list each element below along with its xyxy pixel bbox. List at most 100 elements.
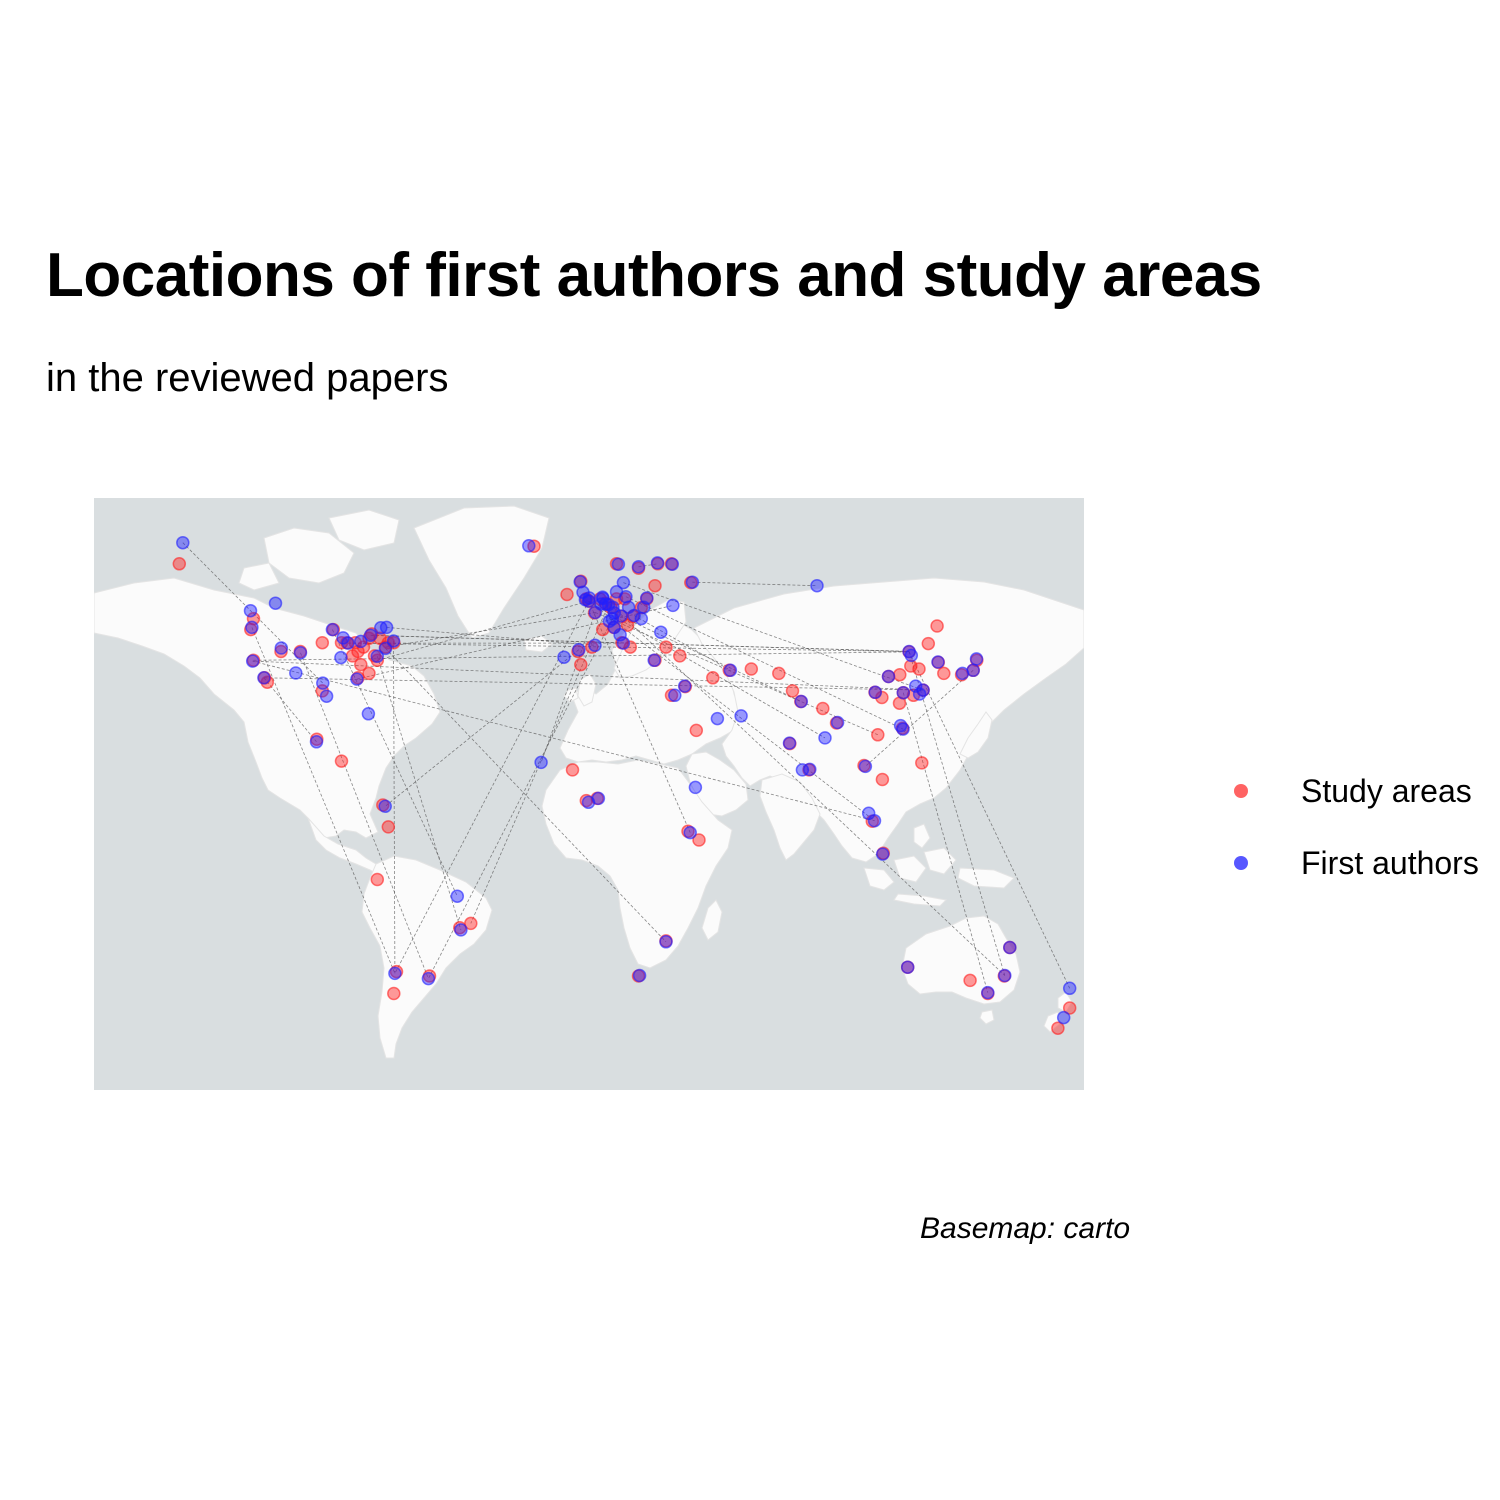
link-line	[182, 542, 324, 684]
land-asia	[693, 577, 1084, 863]
first-author-point	[576, 585, 590, 600]
study-area-point	[785, 684, 800, 698]
link-line	[384, 649, 580, 807]
first-author-point	[723, 663, 738, 678]
link-line	[638, 563, 658, 568]
study-area-point	[464, 916, 478, 931]
land-africa	[541, 759, 733, 969]
study-area-point	[871, 728, 885, 742]
study-area-point	[904, 659, 918, 673]
link-line	[908, 651, 1071, 989]
first-author-point	[607, 620, 622, 635]
first-author-point	[522, 539, 536, 553]
first-author-point	[734, 709, 748, 723]
first-author-point	[616, 575, 631, 590]
study-area-point	[370, 872, 385, 887]
study-area-point	[620, 618, 635, 632]
first-author-point	[710, 711, 725, 726]
land-arctic-islands	[238, 509, 400, 591]
legend-study-dot	[1235, 785, 1247, 797]
page-title: Locations of first authors and study are…	[46, 241, 1262, 310]
first-author-point	[795, 763, 810, 777]
link-line	[865, 670, 974, 767]
first-author-point	[334, 650, 348, 665]
first-author-point	[896, 685, 911, 700]
first-author-point	[900, 960, 915, 974]
first-author-point	[386, 634, 401, 648]
first-author-point	[245, 654, 260, 668]
first-author-point	[794, 694, 809, 709]
first-author-point	[782, 736, 797, 750]
study-area-point	[930, 619, 944, 633]
link-line	[385, 648, 667, 943]
first-author-point	[665, 557, 680, 571]
first-author-point	[631, 560, 646, 574]
basemap-caption: Basemap: carto	[920, 1212, 1131, 1245]
link-line	[625, 596, 904, 730]
study-area-point	[334, 754, 349, 768]
study-area-point	[659, 640, 673, 654]
first-author-point	[572, 642, 586, 657]
study-area-point	[1062, 1001, 1077, 1015]
first-author-point	[830, 715, 845, 730]
study-area-point	[744, 662, 759, 676]
link-line	[385, 612, 596, 648]
first-author-point	[634, 611, 649, 626]
first-author-point	[818, 731, 832, 745]
first-author-point	[908, 679, 923, 693]
link-line	[300, 652, 429, 979]
land-greenland	[413, 505, 550, 639]
link-line	[623, 582, 924, 691]
link-line	[470, 604, 609, 924]
first-author-point	[875, 847, 890, 861]
link-line	[588, 600, 802, 702]
link-line	[908, 651, 1006, 976]
land-australia	[901, 915, 1021, 1005]
first-author-point	[955, 666, 970, 681]
first-author-point	[659, 935, 673, 949]
first-author-point	[677, 679, 692, 693]
study-area-point	[937, 666, 951, 681]
world-map	[94, 498, 1084, 1090]
link-line	[376, 656, 462, 931]
first-author-point	[316, 676, 330, 690]
first-author-point	[904, 648, 919, 663]
study-area-point	[893, 667, 907, 682]
first-author-point	[450, 889, 465, 903]
first-author-point	[668, 688, 682, 703]
first-author-point	[268, 596, 283, 610]
land-india	[759, 773, 821, 861]
first-author-point	[1062, 981, 1077, 996]
first-author-point	[421, 971, 436, 986]
land-japan	[959, 711, 993, 759]
first-author-point	[868, 685, 883, 700]
link-line	[263, 677, 317, 743]
land-tasmania	[979, 1009, 995, 1025]
study-area-point	[172, 557, 187, 571]
link-line	[633, 615, 731, 671]
study-area-point	[689, 723, 704, 738]
land-new-zealand	[1043, 991, 1073, 1033]
first-author-point	[931, 655, 945, 669]
first-author-point	[632, 968, 647, 983]
first-author-point	[336, 631, 350, 645]
first-author-point	[454, 923, 468, 937]
location-points	[172, 535, 1077, 1035]
link-line	[377, 600, 589, 661]
first-author-point	[685, 575, 700, 589]
first-author-point	[893, 718, 908, 733]
first-author-point	[861, 806, 876, 821]
study-area-point	[875, 772, 890, 787]
study-area-point	[381, 820, 396, 834]
first-author-point	[379, 620, 394, 635]
study-area-point	[706, 671, 720, 685]
first-author-point	[257, 671, 271, 685]
first-author-point	[683, 825, 697, 840]
link-line	[393, 640, 396, 974]
page-subtitle: in the reviewed papers	[46, 356, 449, 400]
study-area-point	[772, 666, 786, 681]
first-author-point	[274, 641, 289, 655]
first-author-point	[319, 689, 334, 703]
study-area-point	[912, 662, 926, 676]
study-area-point	[560, 587, 574, 602]
